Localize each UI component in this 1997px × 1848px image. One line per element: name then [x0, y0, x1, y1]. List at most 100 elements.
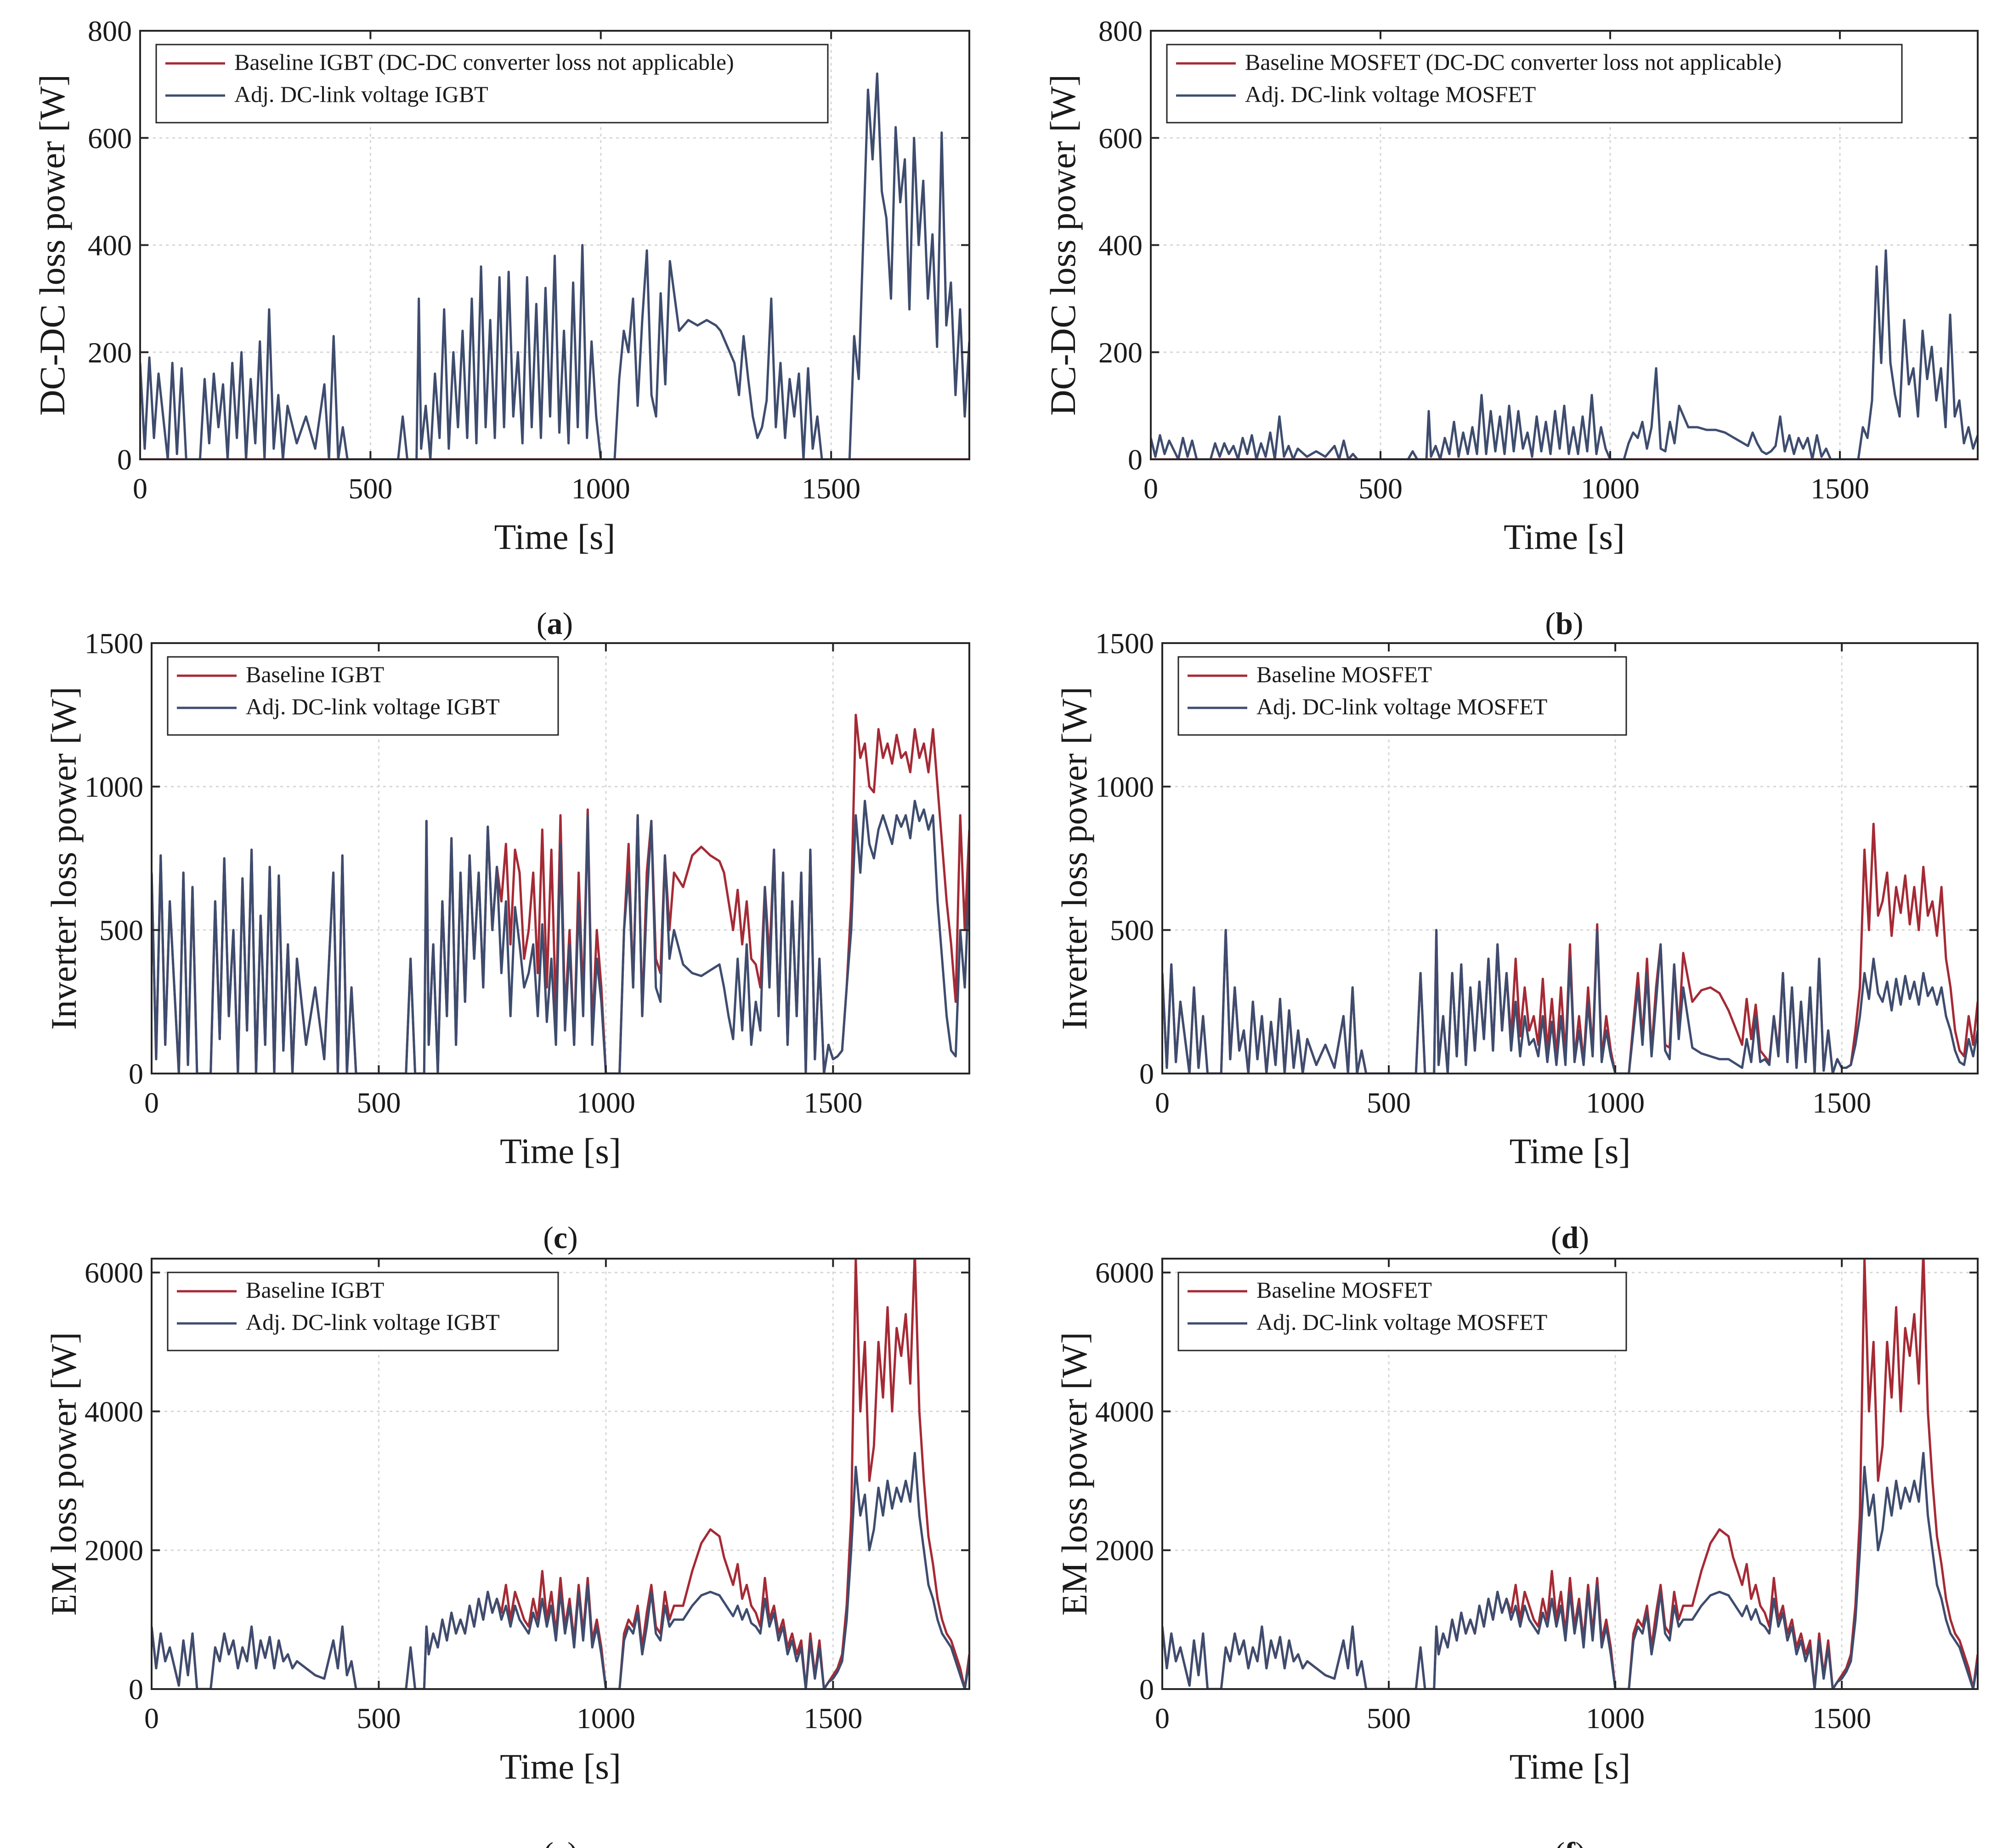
legend-box: [1177, 1272, 1627, 1351]
y-axis-label: Inverter loss power [W]: [44, 687, 84, 1030]
x-axis-label: Time [s]: [500, 1131, 621, 1171]
x-tick-label: 1000: [1586, 1702, 1645, 1735]
y-tick-label: 500: [1110, 914, 1154, 947]
legend-entry: Adj. DC-link voltage MOSFET: [1256, 1309, 1547, 1335]
y-tick-label: 0: [1128, 443, 1143, 476]
legend-entry: Baseline IGBT (DC-DC converter loss not …: [234, 49, 734, 75]
y-axis-label: EM loss power [W]: [1054, 1332, 1094, 1616]
panel-b: 0 500 1000 1500 0 200 400 600 800 Time [s] DC-DC l…: [1043, 15, 1979, 641]
x-tick-label: 1500: [1812, 1702, 1871, 1735]
x-tick-label: 500: [1358, 472, 1403, 505]
legend: Baseline IGBT Adj. DC-link voltage IGBT: [167, 656, 559, 736]
legend-box: [155, 44, 829, 124]
x-tick-label: 1000: [1586, 1086, 1645, 1119]
y-tick-label: 2000: [85, 1534, 143, 1567]
y-axis-label: DC-DC loss power [W]: [1043, 74, 1083, 416]
legend-entry: Baseline IGBT: [246, 1277, 384, 1303]
y-tick-label: 500: [99, 914, 143, 947]
legend-entry: Adj. DC-link voltage IGBT: [246, 694, 500, 719]
x-axis-label: Time [s]: [1504, 517, 1625, 557]
x-axis-label: Time [s]: [1510, 1131, 1631, 1171]
y-tick-label: 1000: [85, 770, 143, 803]
x-tick-label: 1000: [577, 1086, 635, 1119]
x-tick-label: 0: [133, 472, 147, 505]
x-tick-label: 1500: [1810, 472, 1869, 505]
y-tick-label: 1000: [1095, 770, 1154, 803]
x-axis-label: Time [s]: [500, 1746, 621, 1786]
x-tick-label: 0: [144, 1086, 159, 1119]
y-tick-label: 200: [1098, 336, 1143, 369]
panel-f: 0 500 1000 1500 0 2000 4000 6000 Time [s] EM loss…: [1054, 1256, 1979, 1848]
legend-entry: Baseline MOSFET (DC-DC converter loss no…: [1245, 49, 1782, 75]
x-tick-label: 500: [356, 1702, 401, 1735]
y-tick-label: 6000: [85, 1256, 143, 1289]
panel-d: 0 500 1000 1500 0 500 1000 1500 Time [s] Inverter…: [1054, 627, 1979, 1255]
series-line-adjusted: [1162, 1452, 1978, 1689]
legend-box: [167, 1272, 559, 1351]
legend: Baseline MOSFET (DC-DC converter loss no…: [1166, 44, 1903, 124]
panel-a: 0 500 1000 1500 0 200 400 600 800 Time [s] DC-DC l…: [32, 15, 970, 641]
y-tick-label: 4000: [1095, 1395, 1154, 1428]
legend-box: [1166, 44, 1903, 124]
y-tick-label: 1500: [85, 627, 143, 660]
series-line-adjusted: [140, 72, 969, 459]
series-line-adjusted: [152, 1452, 969, 1689]
x-tick-label: 500: [356, 1086, 401, 1119]
y-axis-label: DC-DC loss power [W]: [32, 74, 72, 416]
series-line-adjusted: [1162, 929, 1978, 1074]
y-tick-label: 6000: [1095, 1256, 1154, 1289]
x-tick-label: 500: [348, 472, 392, 505]
x-axis-label: Time [s]: [494, 517, 616, 557]
y-tick-label: 800: [1098, 15, 1143, 47]
x-tick-label: 1000: [1581, 472, 1640, 505]
legend: Baseline IGBT (DC-DC converter loss not …: [155, 44, 829, 124]
x-tick-label: 1500: [803, 1702, 862, 1735]
x-tick-label: 500: [1367, 1702, 1411, 1735]
x-tick-label: 500: [1367, 1086, 1411, 1119]
series-line-adjusted: [1151, 249, 1978, 459]
y-tick-label: 200: [88, 336, 132, 369]
panel-caption: (f): [1555, 1836, 1586, 1848]
legend: Baseline MOSFET Adj. DC-link voltage MOSF…: [1177, 1272, 1627, 1351]
legend-entry: Adj. DC-link voltage IGBT: [234, 81, 488, 107]
y-tick-label: 0: [129, 1673, 143, 1706]
x-tick-label: 0: [1155, 1702, 1170, 1735]
legend-box: [167, 656, 559, 736]
legend-entry: Baseline IGBT: [246, 661, 384, 687]
legend-entry: Adj. DC-link voltage MOSFET: [1245, 81, 1536, 107]
y-tick-label: 4000: [85, 1395, 143, 1428]
x-tick-label: 1500: [803, 1086, 862, 1119]
y-tick-label: 400: [1098, 229, 1143, 262]
y-tick-label: 2000: [1095, 1534, 1154, 1567]
legend: Baseline IGBT Adj. DC-link voltage IGBT: [167, 1272, 559, 1351]
legend-entry: Baseline MOSFET: [1256, 1277, 1432, 1303]
series-line-adjusted: [152, 800, 969, 1074]
y-tick-label: 600: [88, 122, 132, 154]
y-tick-label: 600: [1098, 122, 1143, 154]
axes-frame: [1161, 642, 1979, 1074]
y-tick-label: 0: [129, 1057, 143, 1090]
legend: Baseline MOSFET Adj. DC-link voltage MOSF…: [1177, 656, 1627, 736]
panel-caption: (b): [1545, 606, 1583, 641]
axes-frame: [1161, 1258, 1979, 1690]
y-tick-label: 0: [117, 443, 132, 476]
y-tick-label: 0: [1139, 1057, 1154, 1090]
panel-caption: (a): [537, 606, 573, 641]
legend-box: [1177, 656, 1627, 736]
y-tick-label: 1500: [1095, 627, 1154, 660]
panel-caption: (c): [543, 1220, 578, 1255]
y-axis-label: Inverter loss power [W]: [1054, 687, 1094, 1030]
panel-e: 0 500 1000 1500 0 2000 4000 6000 Time [s] EM loss…: [44, 1256, 970, 1848]
x-tick-label: 1000: [577, 1702, 635, 1735]
x-tick-label: 0: [144, 1702, 159, 1735]
panel-caption: (e): [543, 1836, 578, 1848]
y-axis-label: EM loss power [W]: [44, 1332, 84, 1616]
y-tick-label: 800: [88, 15, 132, 47]
y-tick-label: 0: [1139, 1673, 1154, 1706]
panel-c: 0 500 1000 1500 0 500 1000 1500 Time [s] Inverter…: [44, 627, 970, 1255]
x-axis-label: Time [s]: [1510, 1746, 1631, 1786]
legend-entry: Adj. DC-link voltage IGBT: [246, 1309, 500, 1335]
panel-caption: (d): [1551, 1220, 1589, 1255]
y-tick-label: 400: [88, 229, 132, 262]
